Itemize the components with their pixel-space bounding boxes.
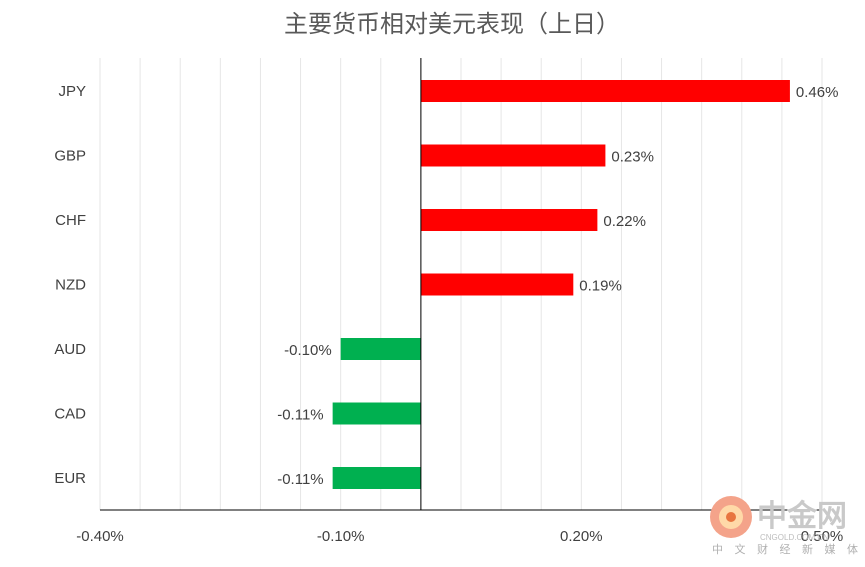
data-label-cad: -0.11%	[277, 407, 323, 424]
bar-cad	[332, 402, 421, 425]
category-label-eur: EUR	[54, 470, 86, 487]
watermark-tagline: 中 文 财 经 新 媒 体	[712, 542, 862, 556]
data-label-aud: -0.10%	[284, 342, 332, 359]
category-label-nzd: NZD	[55, 277, 86, 294]
bar-eur	[332, 467, 421, 489]
chart-title: 主要货币相对美元表现（上日）	[284, 10, 620, 38]
x-tick-label: 0.50%	[801, 528, 844, 545]
category-label-aud: AUD	[54, 341, 86, 358]
x-tick-label: -0.10%	[317, 528, 365, 545]
logo-core-icon	[726, 512, 736, 522]
watermark-name: 中金网	[757, 499, 847, 534]
category-label-jpy: JPY	[58, 83, 86, 100]
data-label-jpy: 0.46%	[796, 84, 839, 101]
grid-lines	[99, 58, 823, 510]
data-label-gbp: 0.23%	[611, 149, 654, 166]
bars	[332, 80, 790, 489]
bar-aud	[340, 338, 421, 360]
x-tick-labels: -0.40% -0.10% 0.20% 0.50%	[76, 528, 843, 545]
data-label-chf: 0.22%	[603, 213, 646, 230]
x-tick-label: -0.40%	[76, 528, 124, 545]
axes	[100, 58, 822, 511]
bar-chf	[420, 209, 598, 231]
data-label-eur: -0.11%	[277, 471, 323, 488]
data-labels: 0.46% 0.23% 0.22% 0.19% -0.10% -0.11% -0.11%	[277, 84, 838, 488]
bar-gbp	[420, 144, 606, 167]
category-label-chf: CHF	[55, 212, 86, 229]
category-labels: JPY GBP CHF NZD AUD CAD EUR	[54, 83, 86, 487]
category-label-gbp: GBP	[54, 148, 86, 165]
watermark-logo: 中金网 CNGOLD.COM.CN 中 文 财 经 新 媒 体	[710, 496, 862, 556]
category-label-cad: CAD	[54, 406, 86, 423]
bar-nzd	[420, 273, 574, 296]
x-tick-label: 0.20%	[560, 528, 603, 545]
bar-jpy	[420, 80, 790, 102]
data-label-nzd: 0.19%	[579, 278, 622, 295]
watermark-domain: CNGOLD.COM.CN	[760, 533, 829, 542]
